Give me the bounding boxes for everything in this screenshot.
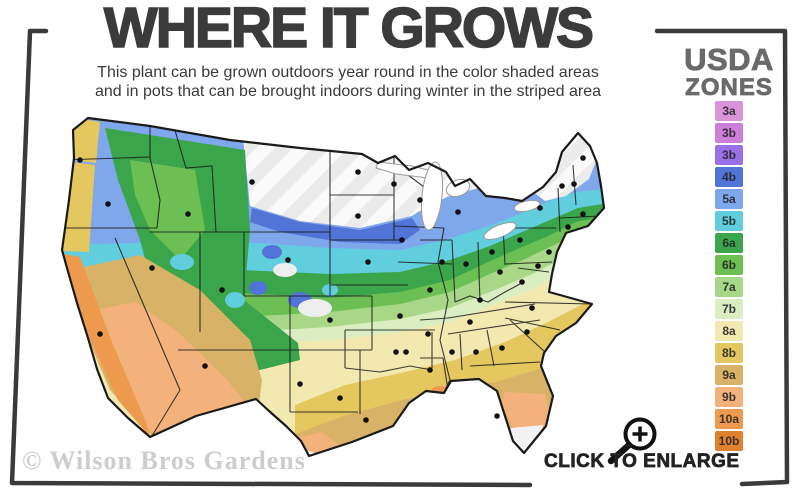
page-title: WHERE IT GROWS (103, 0, 595, 60)
city-dot (365, 259, 371, 265)
city-dot (363, 417, 369, 423)
zone-swatch-4b: 4b (715, 167, 743, 187)
city-dot (355, 169, 361, 175)
zone-swatch-3b: 3b (715, 123, 743, 143)
watermark: © Wilson Bros Gardens (22, 446, 306, 475)
city-dot (337, 395, 343, 401)
city-dot (519, 279, 525, 285)
city-dot (327, 317, 333, 323)
city-dot (77, 157, 83, 163)
city-dot (427, 287, 433, 293)
zone-swatch-7a: 7a (715, 277, 743, 297)
city-dot (393, 349, 399, 355)
zone-swatch-10a: 10a (715, 409, 743, 429)
zone-swatch-5b: 5b (715, 211, 743, 231)
city-dot (399, 237, 405, 243)
magnifier-plus-icon[interactable] (607, 417, 657, 465)
city-dot (517, 237, 523, 243)
state-borders (62, 119, 601, 437)
zone-swatch-3b: 3b (715, 145, 743, 165)
city-dots (77, 155, 586, 423)
city-dot (571, 181, 577, 187)
zone-legend: 3a 3b 3b 4b 5a 5b 6a 6b 7a 7b 8a 8b 9a 9b 10a 10b (715, 101, 743, 453)
zone-swatch-10b: 10b (715, 431, 743, 451)
city-dot (249, 179, 255, 185)
zone-swatch-9b: 9b (715, 387, 743, 407)
city-dot (185, 211, 191, 217)
city-dot (489, 249, 495, 255)
zone-swatch-3a: 3a (715, 101, 743, 121)
city-dot (417, 197, 423, 203)
city-dot (477, 297, 483, 303)
zone-swatch-6b: 6b (715, 255, 743, 275)
zone-swatch-6a: 6a (715, 233, 743, 253)
city-dot (427, 367, 433, 373)
city-dot (537, 205, 543, 211)
zone-swatch-9a: 9a (715, 365, 743, 385)
city-dot (397, 313, 403, 319)
city-dot (105, 201, 111, 207)
city-dot (499, 345, 505, 351)
city-dot (97, 331, 103, 337)
city-dot (580, 211, 586, 217)
city-dot (149, 265, 155, 271)
subtitle-line2: and in pots that can be brought indoors … (94, 83, 602, 101)
city-dot (535, 263, 541, 269)
city-dot (439, 259, 445, 265)
city-dot (219, 287, 225, 293)
city-dot (524, 329, 530, 335)
city-dot (425, 331, 431, 337)
city-dot (463, 261, 469, 267)
zone-swatch-5a: 5a (715, 189, 743, 209)
city-dot (403, 349, 409, 355)
city-dot (546, 249, 552, 255)
city-dot (497, 269, 503, 275)
click-to-enlarge-label[interactable]: CLICK TO ENLARGE (544, 451, 740, 473)
city-dot (473, 349, 479, 355)
legend-title-zones: ZONES (685, 74, 773, 102)
city-dot (355, 213, 361, 219)
legend-title-usda: USDA (684, 42, 774, 78)
subtitle-line1: This plant can be grown outdoors year ro… (97, 64, 599, 81)
frame-border (9, 28, 790, 488)
zone-swatch-8b: 8b (715, 343, 743, 363)
city-dot (202, 363, 208, 369)
city-dot (455, 209, 461, 215)
zone-swatch-7b: 7b (715, 299, 743, 319)
zone-swatch-8a: 8a (715, 321, 743, 341)
city-dot (297, 381, 303, 387)
map-zone-fills (62, 118, 604, 456)
city-dot (494, 413, 500, 419)
us-outline (60, 116, 606, 458)
city-dot (565, 224, 571, 230)
city-dot (580, 155, 586, 161)
city-dot (529, 305, 535, 311)
city-dot (391, 181, 397, 187)
city-dot (285, 257, 291, 263)
subtitle: This plant can be grown outdoors year ro… (38, 63, 658, 101)
city-dot (559, 183, 565, 189)
city-dot (467, 319, 473, 325)
city-dot (449, 349, 455, 355)
